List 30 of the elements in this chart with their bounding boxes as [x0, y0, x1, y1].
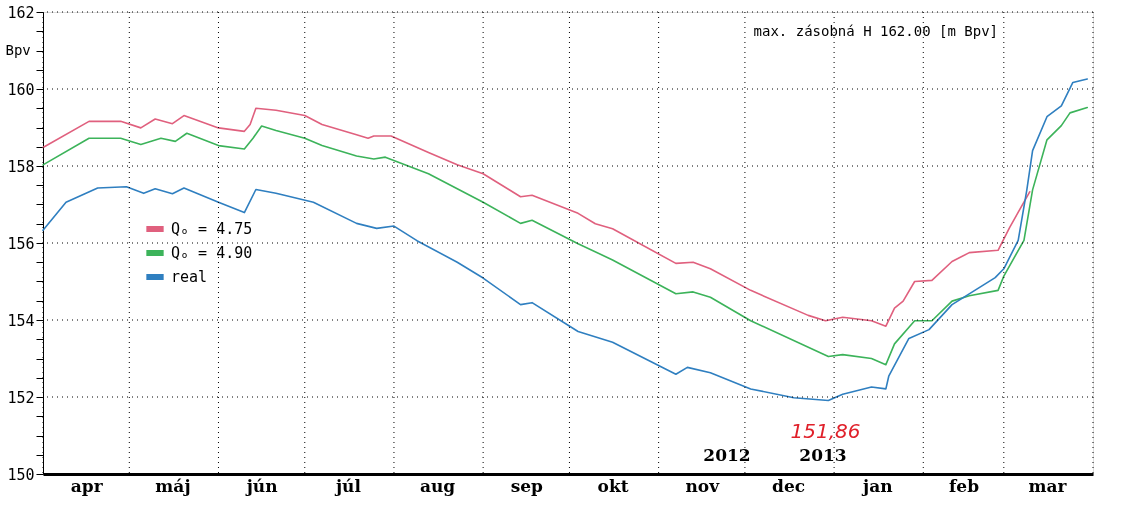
x-tick-label: apr — [70, 475, 104, 496]
line-series — [42, 107, 1031, 327]
x-tick-label: jan — [860, 475, 893, 496]
legend-label: real — [171, 268, 208, 286]
x-tick-label: dec — [772, 475, 806, 496]
x-tick-label: okt — [597, 475, 629, 496]
x-tick-label: mar — [1028, 475, 1068, 496]
y-axis-title: Bpv — [5, 41, 31, 58]
x-tick-label: máj — [155, 475, 191, 496]
x-tick-label: júl — [333, 475, 362, 496]
y-tick-label: 162 — [7, 3, 35, 22]
y-tick-label: 156 — [7, 234, 35, 253]
x-tick-label: feb — [949, 475, 980, 496]
annotation: 2012 — [703, 445, 751, 465]
x-tick-label: nov — [685, 475, 721, 496]
x-tick-label: sep — [510, 475, 544, 496]
annotation: max. zásobná H 162.00 [m Bpv] — [753, 23, 998, 39]
y-tick-label: 160 — [7, 80, 35, 99]
line-series — [42, 78, 1089, 402]
y-tick-label: 158 — [7, 157, 35, 176]
line-series — [42, 106, 1089, 366]
x-tick-label: aug — [419, 475, 456, 496]
y-tick-label: 150 — [7, 465, 35, 484]
annotation: 151,86 — [790, 419, 861, 444]
y-tick-label: 154 — [7, 311, 35, 330]
legend-label: Qₒ = 4.75 — [171, 220, 253, 238]
y-tick-label: 152 — [7, 388, 35, 407]
annotation: 2013 — [799, 445, 847, 465]
legend-label: Qₒ = 4.90 — [171, 244, 253, 262]
x-tick-label: jún — [244, 475, 278, 496]
